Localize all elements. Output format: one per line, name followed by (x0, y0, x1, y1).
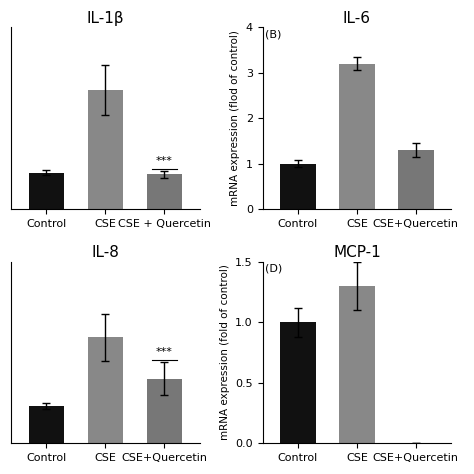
Y-axis label: mRNA expression (flod of control): mRNA expression (flod of control) (230, 30, 240, 206)
Bar (339, 286, 374, 443)
Bar (29, 406, 64, 443)
Bar (280, 322, 316, 443)
Bar (280, 164, 316, 209)
Title: IL-1β: IL-1β (87, 11, 124, 26)
Bar (146, 174, 182, 209)
Text: (D): (D) (264, 264, 282, 273)
Bar (398, 150, 434, 209)
Text: ***: *** (156, 347, 173, 357)
Title: MCP-1: MCP-1 (333, 246, 381, 260)
Bar (88, 337, 123, 443)
Title: IL-8: IL-8 (91, 246, 119, 260)
Bar (339, 64, 374, 209)
Bar (146, 379, 182, 443)
Bar (29, 173, 64, 209)
Text: (B): (B) (264, 29, 281, 39)
Title: IL-6: IL-6 (343, 11, 371, 26)
Y-axis label: mRNA expression (fold of control): mRNA expression (fold of control) (220, 264, 230, 440)
Text: ***: *** (156, 155, 173, 165)
Bar (88, 90, 123, 209)
